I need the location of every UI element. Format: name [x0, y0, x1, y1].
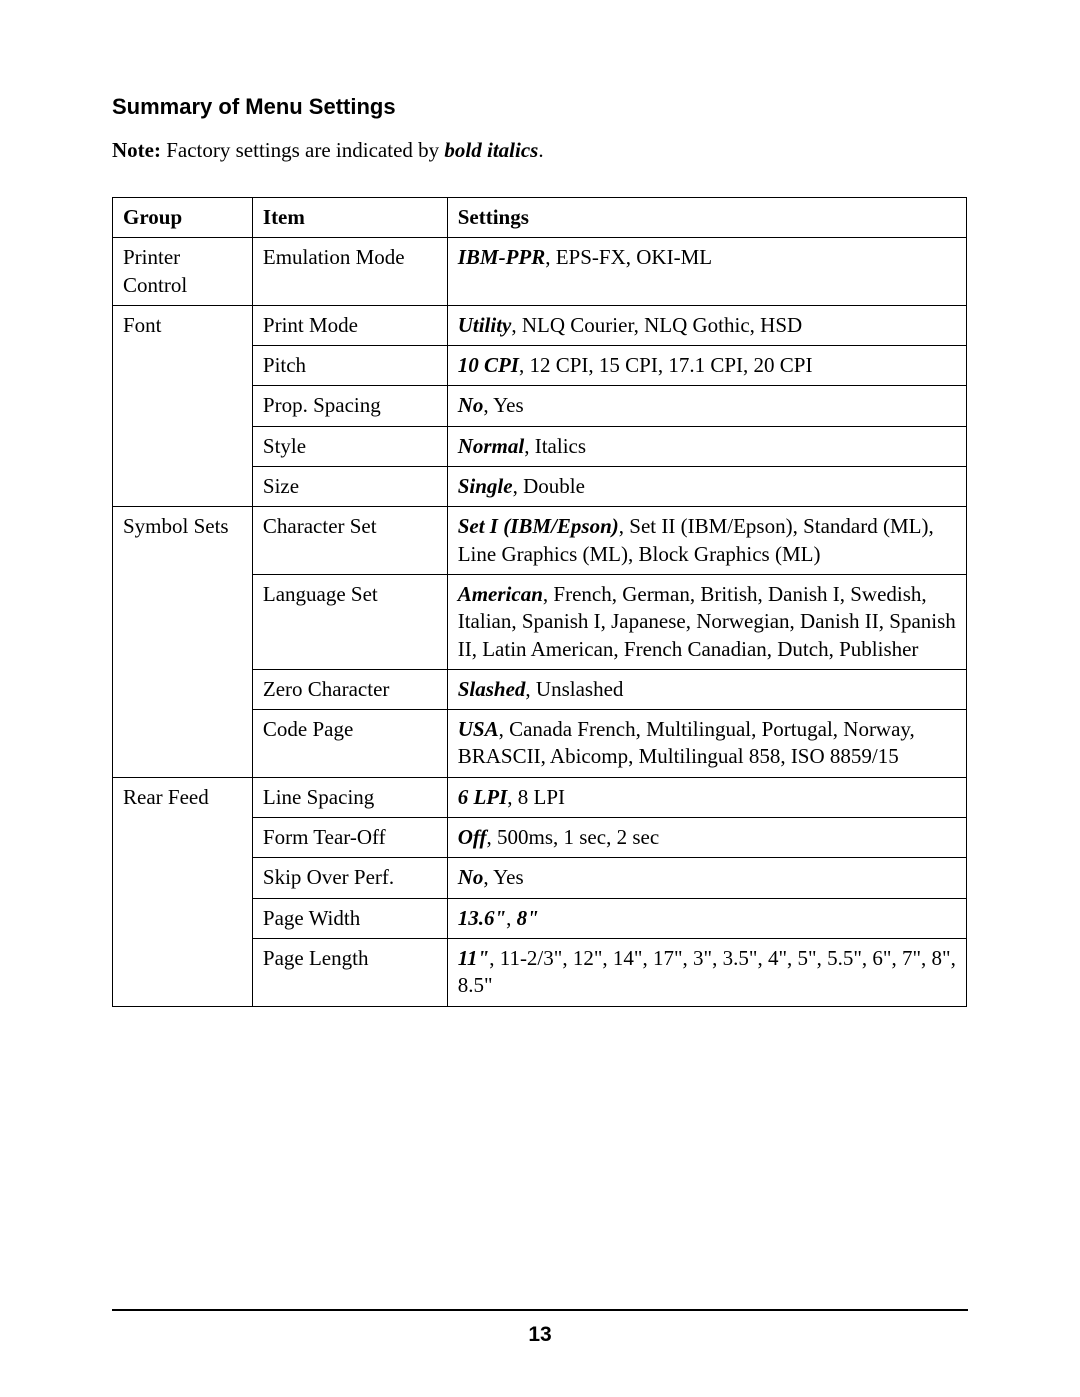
settings-cell: 6 LPI, 8 LPI	[447, 777, 966, 817]
settings-cell: Set I (IBM/Epson), Set II (IBM/Epson), S…	[447, 507, 966, 575]
settings-cell: Utility, NLQ Courier, NLQ Gothic, HSD	[447, 305, 966, 345]
settings-cell: Normal, Italics	[447, 426, 966, 466]
note-bold-italic: bold italics	[444, 138, 538, 162]
settings-cell: 10 CPI, 12 CPI, 15 CPI, 17.1 CPI, 20 CPI	[447, 346, 966, 386]
item-cell: Zero Character	[252, 669, 447, 709]
other-settings: , 8 LPI	[507, 785, 565, 809]
factory-setting: American	[458, 582, 543, 606]
other-settings: , Italics	[524, 434, 586, 458]
page-number: 13	[0, 1323, 1080, 1347]
factory-setting: 8"	[517, 906, 539, 930]
item-cell: Line Spacing	[252, 777, 447, 817]
settings-cell: American, French, German, British, Danis…	[447, 574, 966, 669]
factory-setting: 11"	[458, 946, 490, 970]
settings-cell: IBM-PPR, EPS-FX, OKI-ML	[447, 238, 966, 306]
other-settings: , Yes	[483, 393, 523, 417]
other-settings: , Double	[513, 474, 585, 498]
factory-setting: Utility	[458, 313, 512, 337]
factory-setting: USA	[458, 717, 499, 741]
item-cell: Page Length	[252, 938, 447, 1006]
factory-setting: 10 CPI	[458, 353, 519, 377]
table-row: FontPrint ModeUtility, NLQ Courier, NLQ …	[113, 305, 967, 345]
page: Summary of Menu Settings Note: Factory s…	[0, 0, 1080, 1397]
factory-setting: Slashed	[458, 677, 526, 701]
factory-setting: 13.6"	[458, 906, 506, 930]
settings-cell: Off, 500ms, 1 sec, 2 sec	[447, 818, 966, 858]
table-header-row: Group Item Settings	[113, 198, 967, 238]
settings-cell: Slashed, Unslashed	[447, 669, 966, 709]
header-item: Item	[252, 198, 447, 238]
factory-separator: ,	[506, 906, 517, 930]
note-prefix: Note:	[112, 138, 161, 162]
factory-setting: IBM-PPR	[458, 245, 546, 269]
factory-setting: 6 LPI	[458, 785, 508, 809]
other-settings: , 11-2/3", 12", 14", 17", 3", 3.5", 4", …	[458, 946, 956, 997]
item-cell: Prop. Spacing	[252, 386, 447, 426]
section-title: Summary of Menu Settings	[112, 94, 968, 120]
item-cell: Skip Over Perf.	[252, 858, 447, 898]
settings-cell: No, Yes	[447, 386, 966, 426]
item-cell: Page Width	[252, 898, 447, 938]
settings-cell: 11", 11-2/3", 12", 14", 17", 3", 3.5", 4…	[447, 938, 966, 1006]
settings-table: Group Item Settings Printer ControlEmula…	[112, 197, 967, 1007]
table-row: Printer ControlEmulation ModeIBM-PPR, EP…	[113, 238, 967, 306]
item-cell: Emulation Mode	[252, 238, 447, 306]
settings-cell: 13.6", 8"	[447, 898, 966, 938]
factory-setting: Set I (IBM/Epson)	[458, 514, 619, 538]
other-settings: , NLQ Courier, NLQ Gothic, HSD	[511, 313, 802, 337]
item-cell: Size	[252, 467, 447, 507]
other-settings: , Yes	[483, 865, 523, 889]
settings-cell: USA, Canada French, Multilingual, Portug…	[447, 710, 966, 778]
item-cell: Print Mode	[252, 305, 447, 345]
group-cell: Symbol Sets	[113, 507, 253, 777]
other-settings: , Unslashed	[525, 677, 623, 701]
factory-setting: Single	[458, 474, 513, 498]
header-group: Group	[113, 198, 253, 238]
other-settings: , EPS-FX, OKI-ML	[545, 245, 712, 269]
footer-rule	[112, 1309, 968, 1311]
note-line: Note: Factory settings are indicated by …	[112, 138, 968, 163]
factory-setting: No	[458, 393, 484, 417]
group-cell: Rear Feed	[113, 777, 253, 1006]
note-suffix: .	[538, 138, 543, 162]
other-settings: , Canada French, Multilingual, Portugal,…	[458, 717, 915, 768]
group-cell: Printer Control	[113, 238, 253, 306]
item-cell: Style	[252, 426, 447, 466]
other-settings: , 500ms, 1 sec, 2 sec	[487, 825, 660, 849]
settings-cell: Single, Double	[447, 467, 966, 507]
factory-setting: Off	[458, 825, 487, 849]
item-cell: Code Page	[252, 710, 447, 778]
item-cell: Pitch	[252, 346, 447, 386]
factory-setting: No	[458, 865, 484, 889]
other-settings: , 12 CPI, 15 CPI, 17.1 CPI, 20 CPI	[519, 353, 812, 377]
table-row: Rear FeedLine Spacing6 LPI, 8 LPI	[113, 777, 967, 817]
item-cell: Language Set	[252, 574, 447, 669]
factory-setting: Normal	[458, 434, 525, 458]
item-cell: Character Set	[252, 507, 447, 575]
group-cell: Font	[113, 305, 253, 506]
header-settings: Settings	[447, 198, 966, 238]
note-mid: Factory settings are indicated by	[161, 138, 444, 162]
settings-cell: No, Yes	[447, 858, 966, 898]
item-cell: Form Tear-Off	[252, 818, 447, 858]
table-row: Symbol SetsCharacter SetSet I (IBM/Epson…	[113, 507, 967, 575]
